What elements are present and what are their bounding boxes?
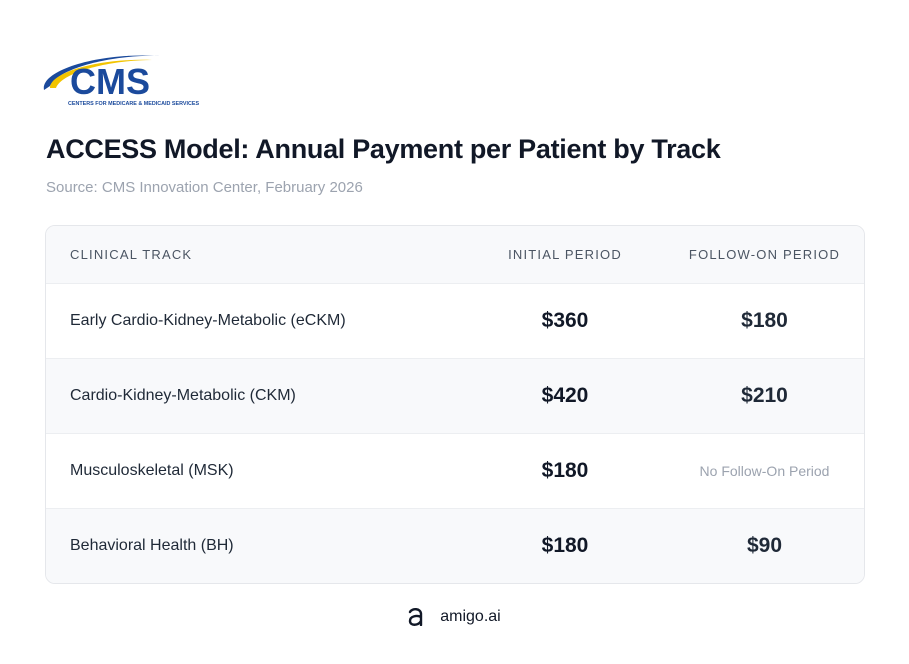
payment-cell: $420 xyxy=(541,384,589,407)
table-row: Cardio-Kidney-Metabolic (CKM) $420 $210 xyxy=(46,358,864,433)
payment-table: CLINICAL TRACK INITIAL PERIOD FOLLOW-ON PE… xyxy=(45,225,865,584)
payment-cell: $90 xyxy=(746,534,783,557)
payment-cell: $360 xyxy=(541,309,589,332)
column-header: INITIAL PERIOD xyxy=(508,247,622,262)
table-row: Early Cardio-Kidney-Metabolic (eCKM) $360… xyxy=(46,283,864,358)
table-row: Behavioral Health (BH) $180 $90 xyxy=(46,508,864,583)
brand: amigo.ai xyxy=(440,608,501,625)
footer: amigo.ai xyxy=(0,608,909,626)
column-header: FOLLOW-ON PERIOD xyxy=(688,247,841,262)
table-row: Musculoskeletal (MSK) $180 No Follow-On Pe… xyxy=(46,433,864,508)
payment-cell: No Follow-On Period xyxy=(699,463,830,479)
logo-swoosh-accent xyxy=(50,59,152,88)
column-header: CLINICAL TRACK xyxy=(70,247,193,262)
header-row: CLINICAL TRACK INITIAL PERIOD FOLLOW-ON PE… xyxy=(46,226,864,283)
track-cell: Early Cardio-Kidney-Metabolic (eCKM) xyxy=(70,312,346,329)
track-cell: Behavioral Health (BH) xyxy=(70,537,234,554)
logo-tagline: CENTERS FOR MEDICARE & MEDICAID SERVICES xyxy=(68,101,199,107)
logo-mark: CMS xyxy=(70,61,150,102)
track-cell: Musculoskeletal (MSK) xyxy=(70,462,234,479)
payment-cell: $210 xyxy=(741,384,788,407)
payment-cell: $180 xyxy=(541,534,589,557)
title: ACCESS Model: Annual Payment per Patient… xyxy=(46,134,721,164)
track-cell: Cardio-Kidney-Metabolic (CKM) xyxy=(70,387,296,404)
cms-logo: CMS CENTERS FOR MEDICARE & MEDICAID SERV… xyxy=(43,55,199,107)
brand-icon xyxy=(409,608,423,626)
payment-cell: $180 xyxy=(741,309,788,332)
source: Source: CMS Innovation Center, February … xyxy=(46,179,363,196)
payment-cell: $180 xyxy=(541,459,589,482)
